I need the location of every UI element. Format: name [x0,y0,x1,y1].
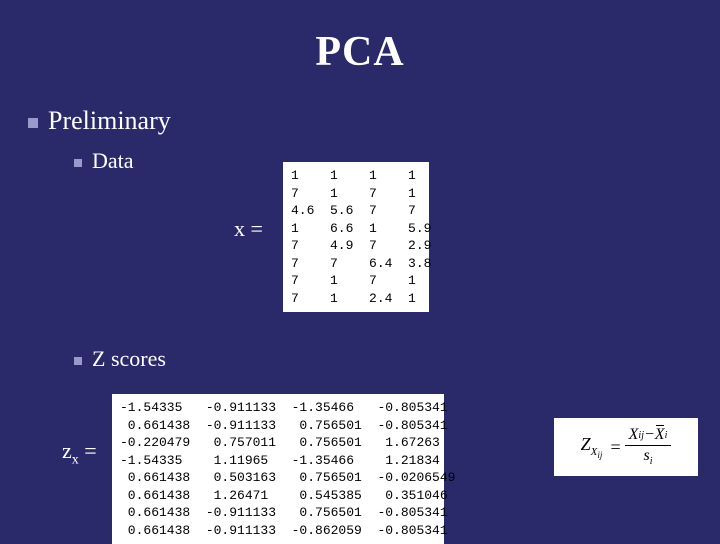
zscores-label: Z scores [92,346,166,371]
formula-fraction: Xij − Xi si [625,426,672,467]
bullet-zscores: Z scores [74,346,166,372]
zx-subscript: x [72,452,79,467]
preliminary-label: Preliminary [48,106,171,135]
x-equals-label: x = [234,216,263,242]
formula-panel: ZXij = Xij − Xi si [554,418,698,476]
formula-numerator: Xij − Xi [625,426,672,446]
z-matrix: -1.54335 -0.911133 -1.35466 -0.805341 0.… [112,394,444,544]
slide-title: PCA [0,0,720,76]
formula-lhs: ZXij [581,434,603,460]
formula-denominator: si [643,446,652,467]
square-bullet-icon [28,118,38,128]
zx-prefix: z [62,438,72,463]
zscore-formula: ZXij = Xij − Xi si [581,426,672,467]
bullet-data: Data [74,148,134,174]
data-label: Data [92,148,134,173]
square-bullet-icon [74,159,82,167]
formula-equals: = [610,437,620,458]
zx-suffix: = [79,438,97,463]
zx-equals-label: zx = [62,438,97,468]
square-bullet-icon [74,357,82,365]
x-matrix: 1 1 1 1 7 1 7 1 4.6 5.6 7 7 1 6.6 1 5.9 … [283,162,429,312]
bullet-preliminary: Preliminary [28,106,171,136]
